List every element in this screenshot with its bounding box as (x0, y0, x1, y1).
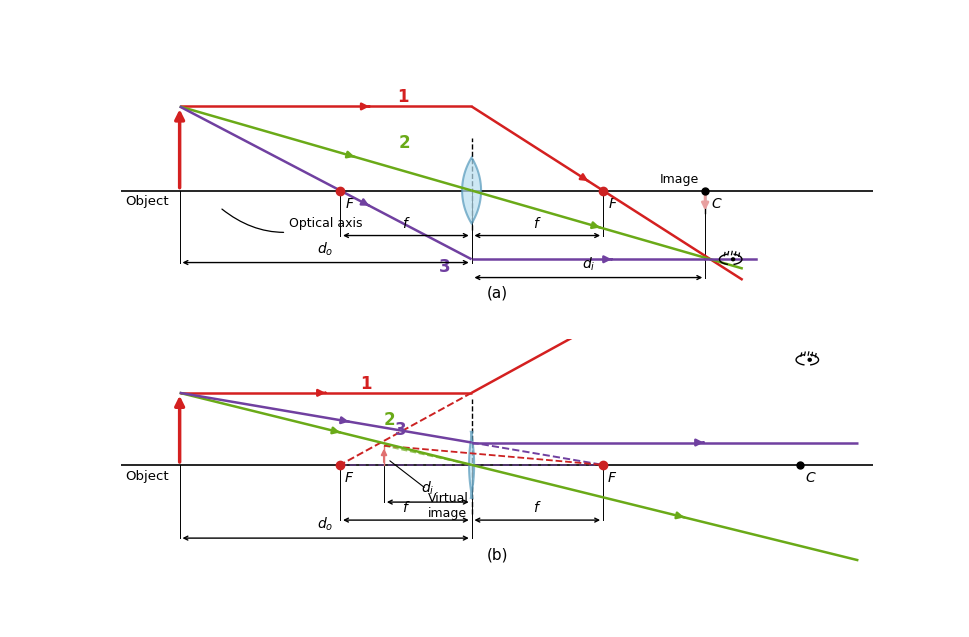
Text: F: F (609, 196, 616, 210)
Text: $d_i$: $d_i$ (581, 255, 594, 273)
Text: $f$: $f$ (532, 500, 541, 515)
Text: F: F (346, 196, 354, 210)
Text: $d_o$: $d_o$ (317, 516, 333, 533)
Text: Optical axis: Optical axis (222, 209, 362, 233)
Polygon shape (461, 157, 481, 224)
Text: 3: 3 (394, 420, 406, 439)
Text: Object: Object (125, 469, 169, 483)
Text: $f$: $f$ (532, 216, 541, 231)
Text: C: C (805, 471, 815, 485)
Text: 2: 2 (384, 412, 395, 429)
Text: Virtual
image: Virtual image (390, 461, 468, 520)
Text: Object: Object (125, 196, 169, 208)
Text: (a): (a) (486, 285, 507, 300)
Text: $f$: $f$ (401, 216, 410, 231)
Ellipse shape (806, 358, 811, 362)
Text: F: F (344, 471, 352, 485)
Text: $d_o$: $d_o$ (317, 240, 333, 258)
Polygon shape (469, 432, 474, 498)
Text: F: F (607, 471, 614, 485)
Text: 3: 3 (438, 259, 450, 276)
Text: 1: 1 (360, 375, 372, 392)
Text: (b): (b) (485, 547, 508, 562)
Text: $d_i$: $d_i$ (421, 480, 434, 497)
Text: C: C (710, 196, 720, 210)
Text: 1: 1 (396, 89, 408, 106)
Ellipse shape (730, 257, 735, 261)
Text: $f$: $f$ (401, 500, 410, 515)
Text: 2: 2 (398, 134, 410, 152)
Text: Image: Image (659, 173, 699, 186)
